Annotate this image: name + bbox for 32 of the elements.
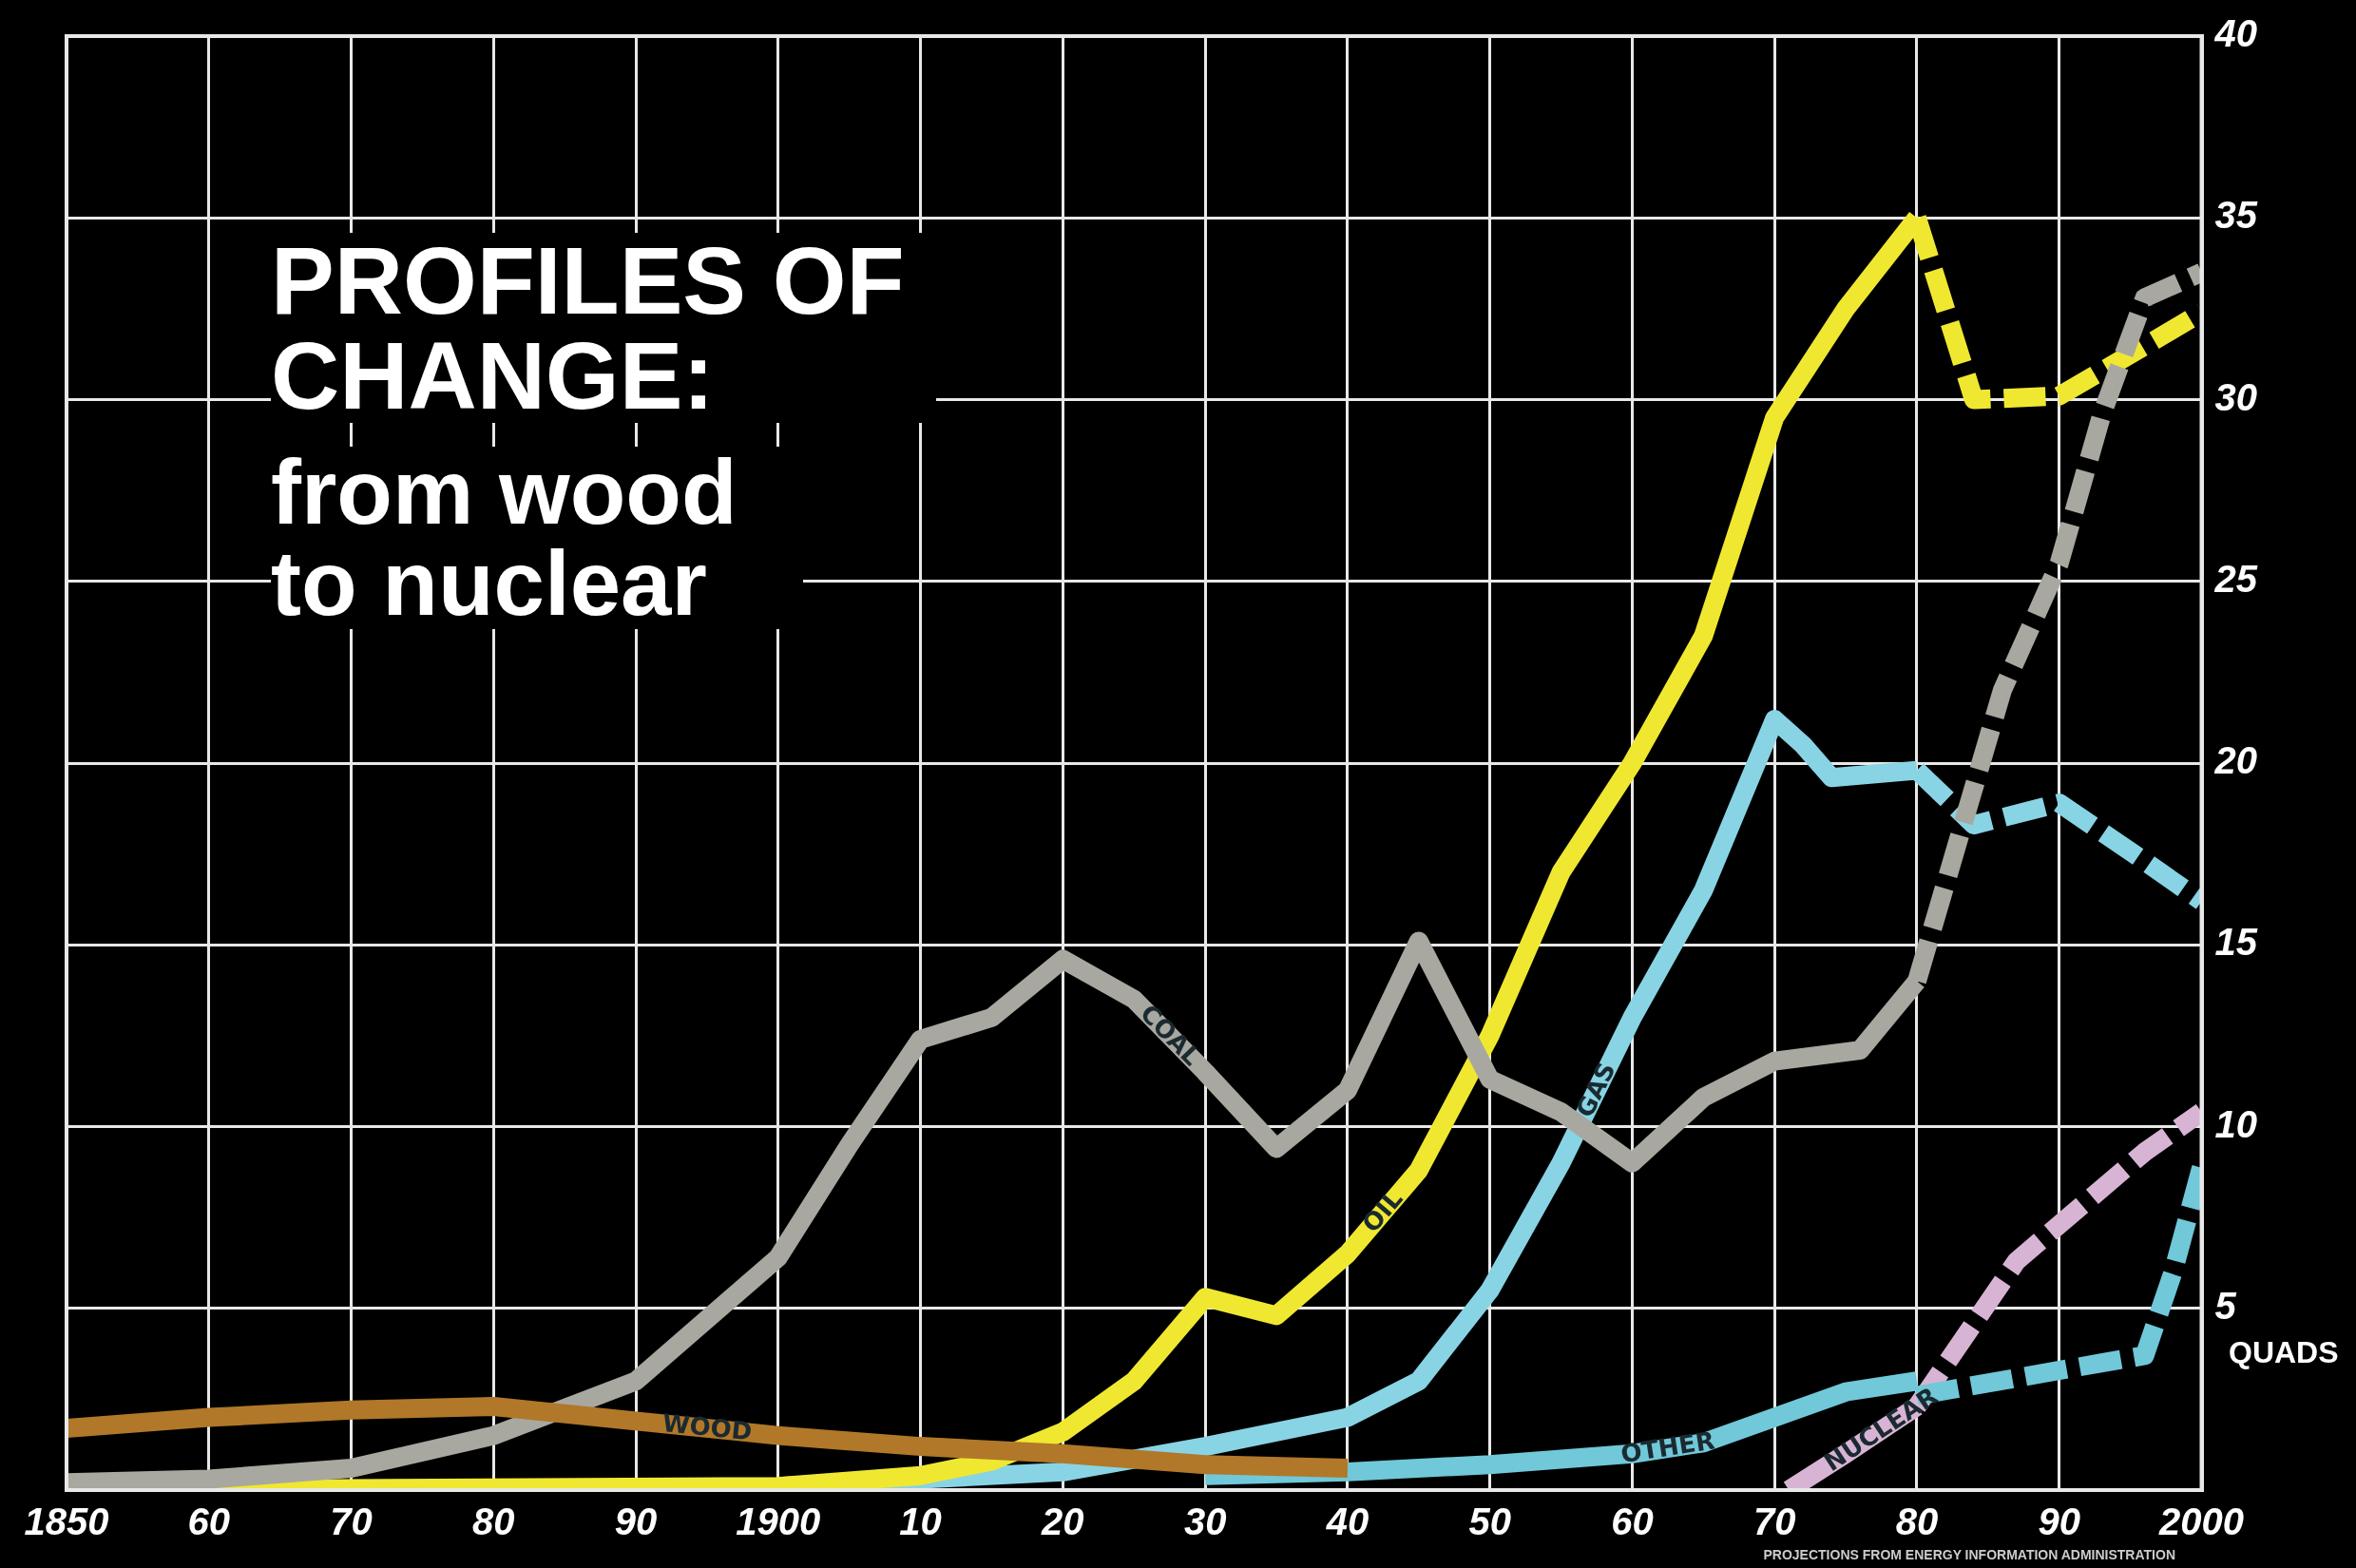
text: PROJECTIONS FROM ENERGY INFORMATION ADMINISTRATION xyxy=(1763,1547,2175,1562)
x-tick-label: 60 xyxy=(187,1501,231,1543)
x-tick-label: 1850 xyxy=(24,1501,109,1543)
y-tick-label: 25 xyxy=(2213,557,2258,600)
x-tick-label: 70 xyxy=(1753,1501,1796,1543)
text: WOOD xyxy=(661,1408,754,1446)
x-tick-label: 30 xyxy=(1183,1501,1227,1543)
y-axis-title: QUADS xyxy=(2229,1335,2339,1370)
x-tick-label: 80 xyxy=(472,1501,515,1543)
x-tick-label: 70 xyxy=(330,1501,373,1543)
x-tick-label: 90 xyxy=(614,1501,658,1543)
y-tick-label: 20 xyxy=(2213,739,2258,782)
x-tick-label: 80 xyxy=(1895,1501,1939,1543)
x-tick-label: 60 xyxy=(1611,1501,1654,1543)
x-tick-label: 20 xyxy=(1041,1501,1084,1543)
y-tick-label: 35 xyxy=(2214,194,2258,237)
x-tick-label: 2000 xyxy=(2158,1501,2244,1543)
text: from wood to nuclear xyxy=(271,441,738,634)
x-tick-label: 10 xyxy=(899,1501,942,1543)
text: PROFILES OF CHANGE: xyxy=(271,227,906,429)
y-tick-label: 10 xyxy=(2214,1102,2258,1145)
x-tick-label: 1900 xyxy=(736,1501,821,1543)
y-tick-label: 40 xyxy=(2213,12,2258,55)
text: GAS xyxy=(1570,1058,1621,1122)
y-tick-label: 30 xyxy=(2214,375,2258,418)
y-tick-label: 5 xyxy=(2214,1284,2237,1327)
x-tick-label: 40 xyxy=(1325,1501,1370,1543)
text: OTHER xyxy=(1619,1425,1717,1469)
y-tick-label: 15 xyxy=(2214,921,2258,964)
x-tick-label: 50 xyxy=(1468,1501,1511,1543)
x-tick-label: 90 xyxy=(2038,1501,2080,1543)
text: OIL xyxy=(1356,1184,1408,1238)
